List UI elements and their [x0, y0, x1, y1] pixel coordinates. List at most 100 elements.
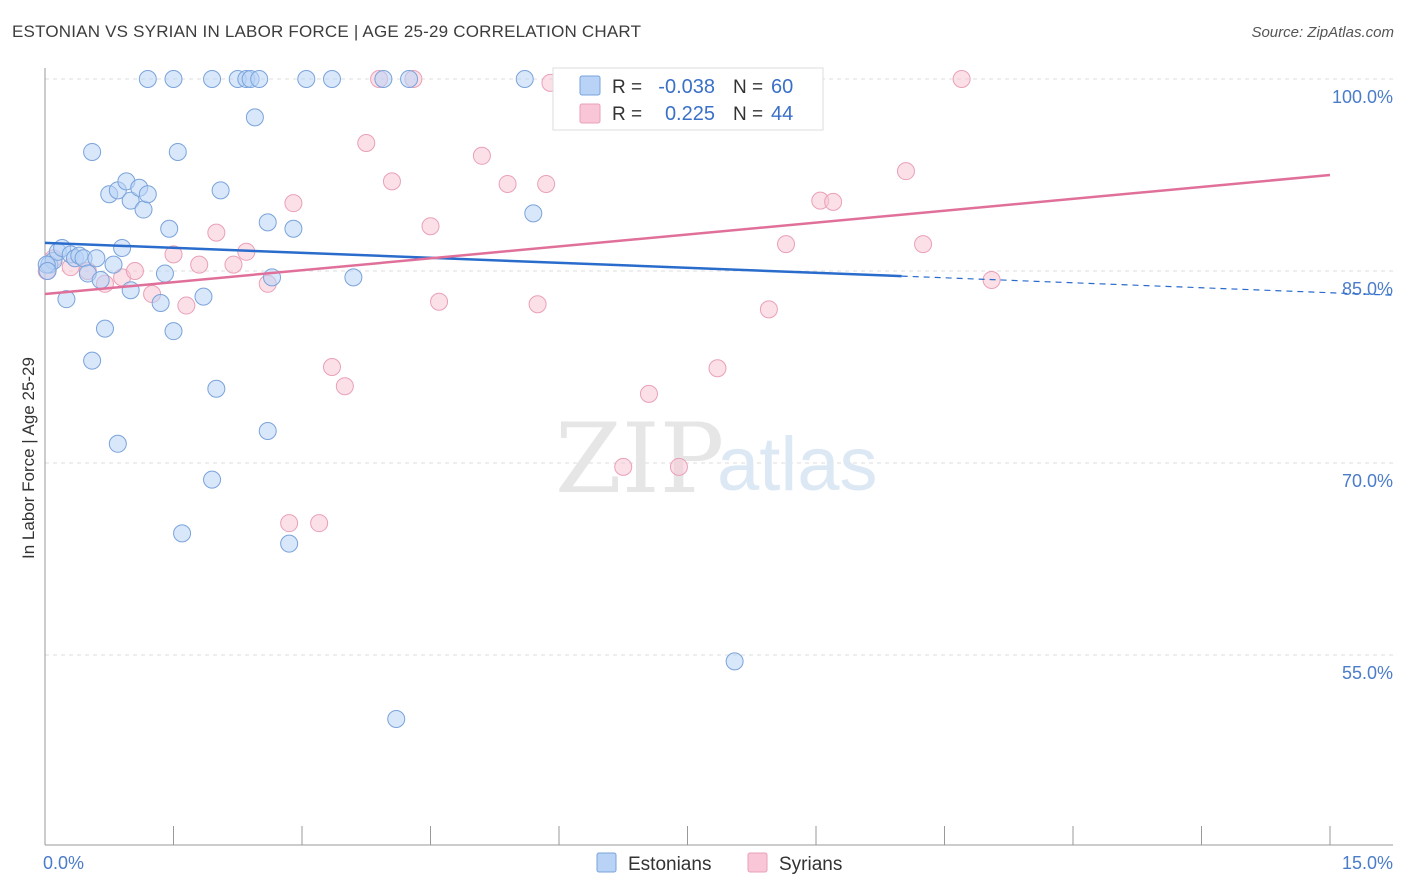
syrian-point	[537, 174, 556, 193]
x-tick-label-min: 0.0%	[43, 853, 84, 873]
estonian-point	[164, 322, 183, 341]
legend-estonian-r-label: R =	[612, 77, 642, 98]
estonian-point	[203, 70, 222, 88]
estonian-point	[515, 70, 534, 88]
syrian-point	[614, 457, 633, 476]
y-tick-labels: 100.0% 85.0% 70.0% 55.0%	[1332, 87, 1393, 683]
estonian-point	[164, 70, 183, 88]
estonian-point	[138, 70, 157, 88]
estonian-point	[104, 255, 123, 274]
estonian-trendline-extension	[901, 275, 1394, 296]
legend-estonian-r-value: -0.038	[658, 76, 715, 98]
watermark: ZIP atlas	[555, 403, 878, 515]
estonian-point	[322, 70, 341, 88]
estonian-point	[203, 470, 222, 489]
axes	[44, 68, 1393, 846]
estonian-point	[83, 351, 102, 370]
estonian-point	[138, 185, 157, 204]
estonian-point	[38, 262, 57, 280]
bottom-legend-syrian-swatch[interactable]	[747, 852, 768, 873]
syrian-point	[310, 514, 329, 533]
syrian-point	[284, 194, 303, 213]
estonian-point	[258, 422, 277, 440]
syrian-point	[498, 174, 517, 193]
syrian-point	[190, 255, 209, 274]
estonian-point	[57, 290, 76, 309]
chart-title: ESTONIAN VS SYRIAN IN LABOR FORCE | AGE …	[12, 22, 642, 41]
legend-syrian-n-label: N =	[733, 104, 763, 125]
estonian-point	[400, 70, 419, 88]
estonian-point	[284, 219, 303, 238]
legend-syrian-r-label: R =	[612, 104, 642, 125]
estonian-point	[207, 379, 226, 398]
bottom-legend-estonian-label[interactable]: Estonians	[628, 854, 711, 875]
estonian-points	[37, 70, 744, 728]
syrian-point	[896, 162, 915, 181]
syrian-point	[639, 384, 658, 403]
legend-syrian-r-value: 0.225	[665, 103, 715, 125]
y-tick-label: 100.0%	[1332, 87, 1393, 107]
estonian-point	[121, 281, 140, 300]
estonian-point	[108, 434, 127, 453]
syrian-point	[430, 292, 449, 311]
estonian-point	[87, 249, 106, 268]
syrian-point	[322, 358, 341, 376]
legend-syrian-n-value: 44	[771, 103, 793, 125]
estonian-point	[113, 238, 132, 257]
bottom-legend-syrian-label[interactable]: Syrians	[779, 854, 842, 875]
estonian-point	[250, 70, 269, 88]
estonian-point	[91, 270, 110, 289]
estonian-point	[155, 264, 174, 283]
estonian-point	[95, 319, 114, 338]
legend-estonian-swatch	[579, 75, 601, 96]
bottom-legend-estonian-swatch[interactable]	[596, 852, 617, 873]
syrian-point	[164, 245, 183, 264]
syrian-point	[125, 262, 144, 280]
syrian-point	[952, 70, 971, 88]
estonian-point	[524, 204, 543, 223]
estonian-point	[168, 142, 187, 161]
syrian-point	[708, 359, 727, 378]
syrian-point	[335, 377, 354, 396]
syrian-point	[472, 146, 491, 165]
estonian-point	[344, 268, 363, 287]
estonian-point	[173, 524, 192, 543]
syrian-point	[177, 296, 196, 315]
syrian-point	[914, 235, 933, 254]
watermark-atlas: atlas	[717, 422, 878, 507]
syrian-point	[669, 457, 688, 476]
syrian-point	[280, 514, 299, 533]
estonian-point	[121, 191, 140, 210]
estonian-point	[374, 70, 393, 88]
y-tick-label: 70.0%	[1342, 471, 1393, 491]
legend-syrian-swatch	[579, 103, 601, 124]
watermark-zip: ZIP	[555, 403, 724, 515]
estonian-point	[387, 710, 406, 728]
trendlines	[44, 173, 1394, 296]
y-tick-label: 85.0%	[1342, 279, 1393, 299]
syrian-point	[382, 172, 401, 191]
estonian-point	[134, 200, 153, 219]
estonian-point	[160, 219, 179, 238]
estonian-point	[280, 534, 299, 553]
y-tick-label: 55.0%	[1342, 663, 1393, 683]
estonian-point	[211, 181, 230, 200]
estonian-trendline	[44, 241, 902, 278]
estonian-point	[297, 70, 316, 88]
estonian-point	[83, 142, 102, 161]
series-legend: Estonians Syrians	[596, 852, 842, 875]
syrian-trendline	[44, 173, 1331, 296]
x-tick-label-max: 15.0%	[1342, 853, 1393, 873]
syrian-point	[224, 255, 243, 274]
estonian-point	[245, 108, 264, 127]
syrian-point	[207, 223, 226, 242]
syrian-point	[421, 217, 440, 236]
y-axis-title: In Labor Force | Age 25-29	[19, 357, 38, 559]
syrian-point	[759, 300, 778, 319]
legend-estonian-n-value: 60	[771, 76, 793, 98]
estonian-point	[725, 652, 744, 671]
syrian-point	[777, 235, 796, 254]
syrian-point	[357, 134, 376, 152]
syrian-point	[528, 295, 547, 314]
